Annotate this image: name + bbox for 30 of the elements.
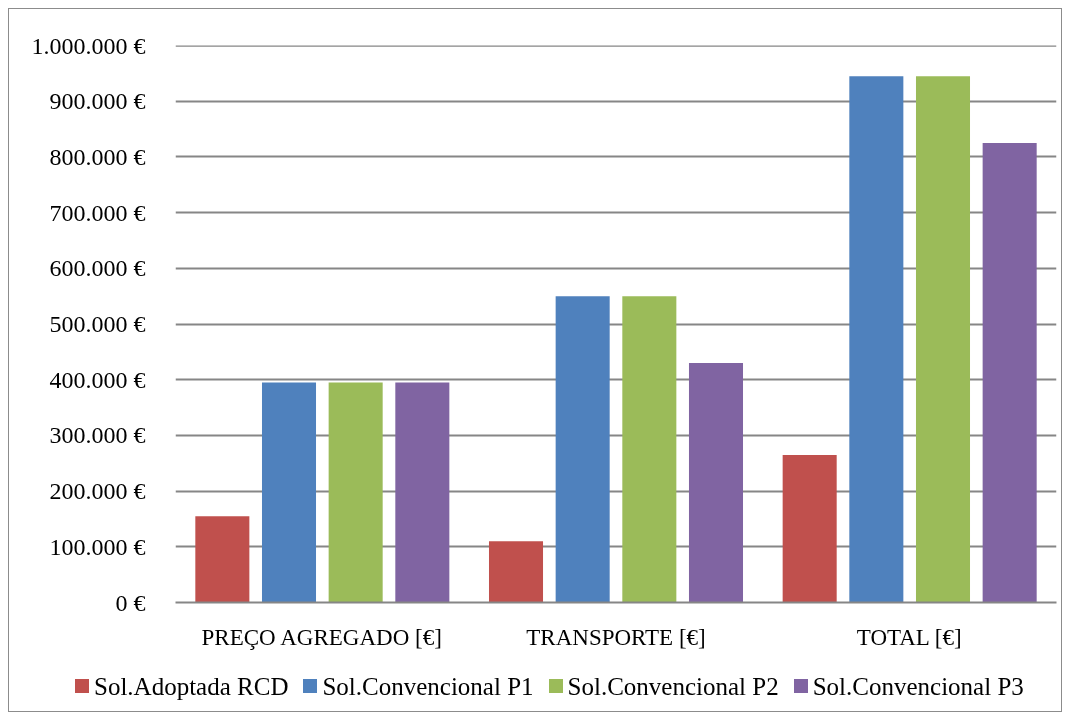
y-tick-label: 100.000 € [49, 533, 146, 560]
legend-label: Sol.Convencional P2 [567, 671, 779, 702]
y-tick-label: 600.000 € [49, 255, 146, 282]
x-tick-label: TRANSPORTE [€] [526, 624, 706, 650]
y-tick-label: 500.000 € [49, 311, 146, 337]
x-tick-label: TOTAL [€] [856, 624, 962, 650]
bar [328, 382, 383, 603]
y-tick-label: 0 € [115, 589, 146, 616]
x-tick-label: PREÇO AGREGADO [€] [201, 624, 442, 650]
y-tick-label: 900.000 € [49, 88, 146, 115]
bar [782, 454, 837, 603]
bar [395, 382, 450, 603]
legend-label: Sol.Convencional P3 [812, 671, 1024, 702]
y-tick-label: 800.000 € [49, 143, 146, 170]
bar [488, 541, 544, 603]
bar [195, 516, 250, 603]
bar [688, 362, 744, 603]
y-tick-label: 300.000 € [49, 422, 146, 449]
y-tick-label: 700.000 € [49, 199, 146, 226]
bar [915, 76, 971, 603]
bar [982, 142, 1037, 603]
y-tick-label: 1.000.000 € [31, 32, 146, 59]
bar [849, 76, 904, 603]
bar [261, 382, 317, 603]
y-tick-label: 200.000 € [49, 478, 146, 505]
y-tick-label: 400.000 € [49, 366, 146, 393]
legend-label: Sol.Adoptada RCD [94, 671, 289, 702]
legend-label: Sol.Convencional P1 [322, 671, 534, 702]
bar [555, 296, 610, 603]
bar [622, 296, 677, 603]
